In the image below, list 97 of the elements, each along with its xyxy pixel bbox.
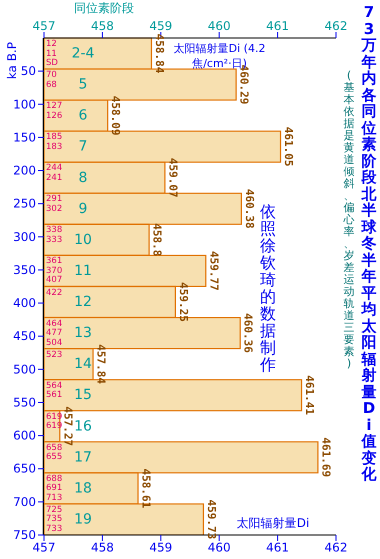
data-label: 458.09 <box>109 96 122 136</box>
y2-tick-label: 700 <box>13 494 36 509</box>
x2-tick-label: 460 <box>208 19 231 33</box>
y2-tick-label: 250 <box>13 196 36 211</box>
x-tick-label: 461 <box>266 540 290 555</box>
chart-title: 73万年内各同位素阶段北半球冬半年平均太阳辐射量Di值变化 <box>362 3 376 483</box>
data-label: 459.73 <box>204 500 218 540</box>
data-label: 458.84 <box>152 34 166 74</box>
y-tick-label: 9 <box>78 200 88 217</box>
annotation: 185 <box>46 132 62 142</box>
y2-tick-label: 150 <box>13 130 36 144</box>
y-tick-label: 16 <box>74 418 92 434</box>
annotation: 370 <box>46 266 62 276</box>
y2-tick-label: 650 <box>13 462 36 476</box>
y2-tick-label: 200 <box>13 164 36 178</box>
y2-axis-title: ka B.P <box>5 42 19 80</box>
y-tick-label: 6 <box>78 108 88 124</box>
y-tick-label: 10 <box>74 232 92 248</box>
y-tick-label: 2-4 <box>72 46 95 62</box>
annotation: 477 <box>46 328 62 338</box>
annotation: 183 <box>46 142 62 152</box>
annotation: 735 <box>46 514 62 524</box>
y2-tick-label: 600 <box>13 428 36 443</box>
y2-tick-label: 300 <box>13 230 36 244</box>
y-tick-label: 7 <box>78 138 88 155</box>
annotation: 725 <box>46 504 62 515</box>
y-tick-label: 18 <box>74 480 92 496</box>
y2-tick-label: 450 <box>13 329 36 344</box>
annotation: 291 <box>46 194 62 204</box>
annotation: 407 <box>46 275 62 286</box>
x-tick-label: 462 <box>324 540 348 555</box>
y-tick-label: 13 <box>74 325 92 342</box>
data-label: 458.8 <box>150 223 164 256</box>
annotation: 688 <box>46 474 62 484</box>
data-label: 460.36 <box>242 313 255 354</box>
y-tick-label: 12 <box>74 294 92 310</box>
annotation: 338 <box>46 225 62 236</box>
annotation: 241 <box>46 172 62 183</box>
data-label: 461.05 <box>282 126 296 167</box>
annotation: 564 <box>46 380 62 391</box>
y-tick-label: 8 <box>78 170 88 186</box>
annotation: 733 <box>46 524 62 534</box>
annotation: 11 <box>46 48 57 58</box>
annotation: 333 <box>46 234 62 245</box>
y-tick-label: 17 <box>74 449 92 466</box>
annotation: 691 <box>46 483 62 494</box>
annotation: 244 <box>46 163 62 174</box>
annotation: 126 <box>46 110 62 121</box>
annotation: 302 <box>46 204 62 214</box>
x2-tick-label: 458 <box>90 19 114 33</box>
annotation: 12 <box>46 39 57 49</box>
y-tick-label: 11 <box>74 262 92 279</box>
y2-tick-label: 400 <box>13 296 36 310</box>
x2-tick-label: 461 <box>266 19 290 33</box>
y2-tick-label: 550 <box>13 395 36 410</box>
y2-tick-label: 750 <box>13 528 36 542</box>
annotation: 68 <box>46 80 57 90</box>
y-tick-label: 14 <box>74 356 92 372</box>
annotation: SD <box>46 58 58 68</box>
text: (基本依据是黄道倾斜、偏心率、岁差运动轨道三要素) <box>344 69 354 370</box>
y2-tick-label: 350 <box>13 262 36 277</box>
x-tick-label: 459 <box>149 540 172 555</box>
x-tick-label: 460 <box>208 540 231 555</box>
annotation: 655 <box>46 452 62 462</box>
data-label: 457.84 <box>94 344 108 384</box>
x2-tick-label: 462 <box>324 19 348 33</box>
annotation: 464 <box>46 318 62 329</box>
data-label: 459.77 <box>207 251 220 291</box>
data-label: 459.07 <box>166 158 180 198</box>
x2-tick-label: 457 <box>32 19 56 33</box>
annotation: 504 <box>46 338 62 348</box>
annotation: 361 <box>46 256 62 266</box>
data-label: 461.69 <box>319 437 332 478</box>
y2-tick-label: 50 <box>20 64 36 78</box>
x-tick-label: 457 <box>32 540 56 555</box>
data-label: 459.25 <box>176 282 190 322</box>
annotation: 658 <box>46 442 62 453</box>
text: 同位素阶段 <box>74 0 134 17</box>
annotation: 713 <box>46 492 62 503</box>
y-tick-label: 5 <box>78 76 88 93</box>
data-label: 457.27 <box>61 406 74 446</box>
annotation: 523 <box>46 350 62 360</box>
y2-tick-label: 500 <box>13 362 36 376</box>
data-label: 460.38 <box>242 188 256 229</box>
text: 依照徐钦琦的数据制作 <box>260 202 276 374</box>
y-tick-label: 19 <box>74 511 92 528</box>
x2-tick-label: 459 <box>149 19 172 33</box>
annotation: 422 <box>46 288 62 298</box>
annotation: 127 <box>46 101 62 112</box>
x-axis-title: 太阳辐射量Di <box>236 515 310 532</box>
data-label: 458.61 <box>140 468 153 509</box>
y-tick-label: 15 <box>74 387 92 404</box>
x-tick-label: 458 <box>90 540 114 555</box>
data-label: 461.41 <box>303 375 316 416</box>
annotation: 561 <box>46 390 62 400</box>
annotation: 70 <box>46 70 57 80</box>
y2-tick-label: 100 <box>13 97 36 112</box>
